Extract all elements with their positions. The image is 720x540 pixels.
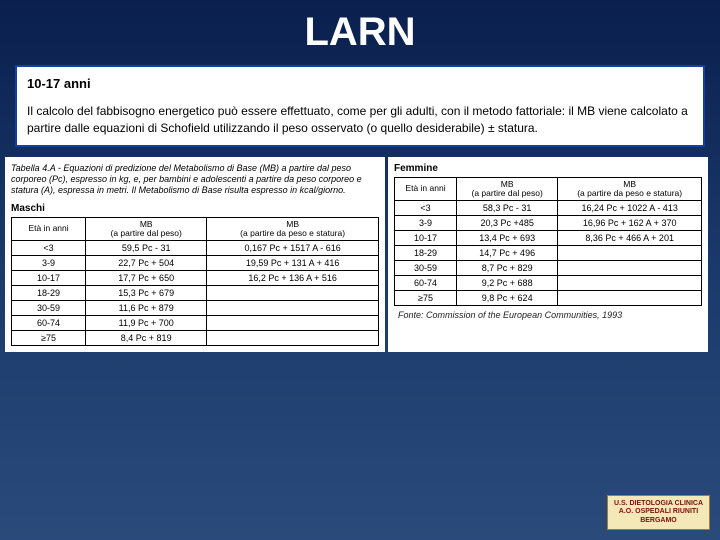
table-cell: <3 [12, 241, 86, 256]
table-cell [207, 286, 379, 301]
table-cell: 10-17 [12, 271, 86, 286]
table-header: MB(a partire da peso e statura) [558, 177, 702, 201]
table-row: 18-2915,3 Pc + 679 [12, 286, 379, 301]
table-cell [558, 291, 702, 306]
table-cell [207, 301, 379, 316]
table-header: Età in anni [12, 217, 86, 241]
table-row: ≥758,4 Pc + 819 [12, 331, 379, 346]
table-caption: Tabella 4.A - Equazioni di predizione de… [11, 163, 379, 197]
male-table: Età in anniMB(a partire dal peso)MB(a pa… [11, 217, 379, 347]
source-citation: Fonte: Commission of the European Commun… [394, 310, 702, 320]
table-cell: 22,7 Pc + 504 [86, 256, 207, 271]
table-cell: 30-59 [395, 261, 457, 276]
table-row: 60-7411,9 Pc + 700 [12, 316, 379, 331]
logo-line1: U.S. DIETOLOGIA CLINICA [614, 500, 703, 508]
table-header: MB(a partire dal peso) [457, 177, 558, 201]
table-cell [207, 331, 379, 346]
table-cell: ≥75 [12, 331, 86, 346]
logo-line2: A.O. OSPEDALI RIUNITI [614, 508, 703, 516]
table-cell [558, 261, 702, 276]
table-row: 60-749,2 Pc + 688 [395, 276, 702, 291]
table-row: ≥759,8 Pc + 624 [395, 291, 702, 306]
table-cell: 11,9 Pc + 700 [86, 316, 207, 331]
male-label: Maschi [11, 203, 379, 214]
table-cell: 20,3 Pc +485 [457, 216, 558, 231]
table-cell: 9,8 Pc + 624 [457, 291, 558, 306]
logo-line3: BERGAMO [614, 517, 703, 525]
table-cell: 60-74 [395, 276, 457, 291]
table-cell: 10-17 [395, 231, 457, 246]
age-range-subtitle: 10-17 anni [27, 75, 693, 93]
table-row: 18-2914,7 Pc + 496 [395, 246, 702, 261]
table-cell: 15,3 Pc + 679 [86, 286, 207, 301]
table-row: 30-5911,6 Pc + 879 [12, 301, 379, 316]
table-cell: 3-9 [395, 216, 457, 231]
slide-title: LARN [0, 0, 720, 60]
table-cell: 16,24 Pc + 1022 A - 413 [558, 201, 702, 216]
table-cell: 59,5 Pc - 31 [86, 241, 207, 256]
female-panel: Femmine Età in anniMB(a partire dal peso… [388, 157, 708, 352]
male-panel: Tabella 4.A - Equazioni di predizione de… [5, 157, 385, 352]
table-cell: 13,4 Pc + 693 [457, 231, 558, 246]
female-label: Femmine [394, 163, 702, 174]
table-cell [558, 276, 702, 291]
table-header: MB(a partire da peso e statura) [207, 217, 379, 241]
table-row: 10-1713,4 Pc + 6938,36 Pc + 466 A + 201 [395, 231, 702, 246]
table-cell: 30-59 [12, 301, 86, 316]
table-cell: 18-29 [395, 246, 457, 261]
table-row: <358,3 Pc - 3116,24 Pc + 1022 A - 413 [395, 201, 702, 216]
table-row: <359,5 Pc - 310,167 Pc + 1517 A - 616 [12, 241, 379, 256]
table-cell: 11,6 Pc + 879 [86, 301, 207, 316]
table-cell: 16,96 Pc + 162 A + 370 [558, 216, 702, 231]
table-cell: 18-29 [12, 286, 86, 301]
table-cell: 16,2 Pc + 136 A + 516 [207, 271, 379, 286]
table-cell: 60-74 [12, 316, 86, 331]
table-row: 10-1717,7 Pc + 65016,2 Pc + 136 A + 516 [12, 271, 379, 286]
table-cell: 3-9 [12, 256, 86, 271]
tables-wrapper: Tabella 4.A - Equazioni di predizione de… [0, 157, 720, 352]
table-cell: 19,59 Pc + 131 A + 416 [207, 256, 379, 271]
table-row: 3-920,3 Pc +48516,96 Pc + 162 A + 370 [395, 216, 702, 231]
table-cell: <3 [395, 201, 457, 216]
table-cell: 9,2 Pc + 688 [457, 276, 558, 291]
table-cell: 14,7 Pc + 496 [457, 246, 558, 261]
table-cell: 8,7 Pc + 829 [457, 261, 558, 276]
table-cell [207, 316, 379, 331]
table-row: 3-922,7 Pc + 50419,59 Pc + 131 A + 416 [12, 256, 379, 271]
table-cell: 8,36 Pc + 466 A + 201 [558, 231, 702, 246]
table-cell: 17,7 Pc + 650 [86, 271, 207, 286]
hospital-logo: U.S. DIETOLOGIA CLINICA A.O. OSPEDALI RI… [607, 495, 710, 530]
table-header: MB(a partire dal peso) [86, 217, 207, 241]
intro-textbox: 10-17 anni Il calcolo del fabbisogno ene… [15, 65, 705, 147]
table-cell: 0,167 Pc + 1517 A - 616 [207, 241, 379, 256]
table-cell: ≥75 [395, 291, 457, 306]
female-table: Età in anniMB(a partire dal peso)MB(a pa… [394, 177, 702, 307]
table-header: Età in anni [395, 177, 457, 201]
intro-body: Il calcolo del fabbisogno energetico può… [27, 103, 693, 137]
table-cell: 8,4 Pc + 819 [86, 331, 207, 346]
table-cell [558, 246, 702, 261]
table-cell: 58,3 Pc - 31 [457, 201, 558, 216]
table-row: 30-598,7 Pc + 829 [395, 261, 702, 276]
